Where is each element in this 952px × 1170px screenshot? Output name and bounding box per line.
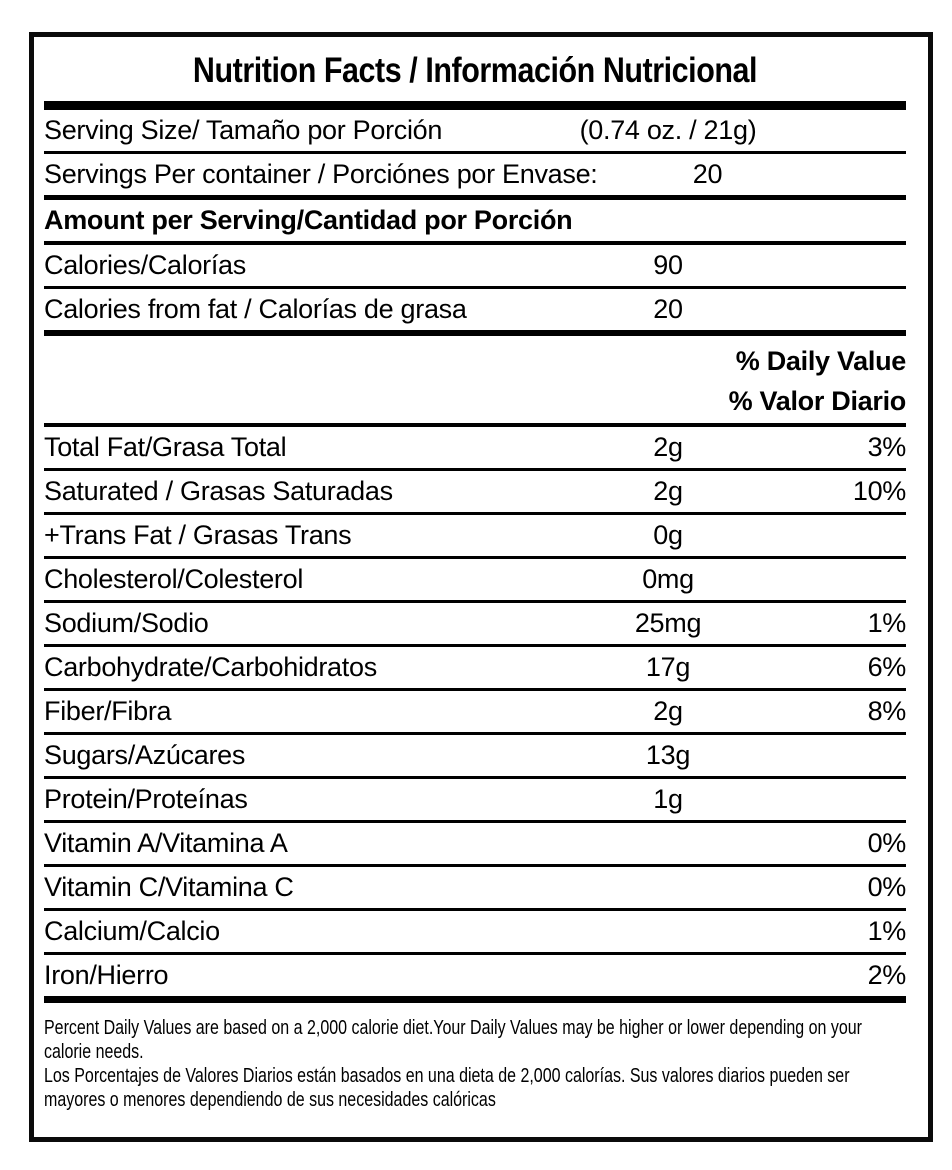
label-title: Nutrition Facts / Información Nutriciona… [192,51,758,90]
nutrient-row-cholesterol: Cholesterol/Colesterol 0mg [44,559,906,603]
nutrient-label: Saturated / Grasas Saturadas [44,476,393,506]
nutrient-row-protein: Protein/Proteínas 1g [44,779,906,823]
nutrient-daily-value: 0% [867,828,907,858]
row-amount-per-serving-header: Amount per Serving/Cantidad por Porción [44,200,906,245]
nutrient-row-carbohydrate: Carbohydrate/Carbohidratos 17g 6% [44,647,906,691]
nutrient-amount: 25mg [634,608,702,638]
nutrient-label: Total Fat/Grasa Total [44,432,287,462]
nutrient-row-calcium: Calcium/Calcio 1% [44,911,906,955]
calories-label: Calories/Calorías [44,250,246,280]
nutrient-row-total-fat: Total Fat/Grasa Total 2g 3% [44,427,906,471]
nutrient-daily-value: 0% [867,872,907,902]
nutrient-label: Vitamin C/Vitamina C [44,872,294,902]
servings-per-container-label: Servings Per container / Porciónes por E… [44,159,598,189]
nutrition-facts-label: Nutrition Facts / Información Nutriciona… [29,32,933,1142]
nutrient-label: Vitamin A/Vitamina A [44,828,288,858]
nutrient-row-sodium: Sodium/Sodio 25mg 1% [44,603,906,647]
nutrient-label: Cholesterol/Colesterol [44,564,304,594]
daily-value-header: % Daily Value % Valor Diario [44,336,906,427]
row-calories-from-fat: Calories from fat / Calorías de grasa 20 [44,289,906,336]
nutrient-daily-value: 2% [867,960,907,990]
nutrient-row-vitamin-a: Vitamin A/Vitamina A 0% [44,823,906,867]
nutrient-amount: 0mg [642,564,694,594]
nutrient-amount: 2g [653,476,683,506]
footnote: Percent Daily Values are based on a 2,00… [44,1003,897,1112]
nutrient-daily-value: 3% [867,432,907,462]
nutrient-amount: 2g [653,432,683,462]
nutrient-row-iron: Iron/Hierro 2% [44,955,906,1003]
title-separator-bar [44,101,906,110]
daily-value-header-es: % Valor Diario [728,386,907,416]
nutrient-amount: 17g [645,652,691,682]
nutrient-label: Protein/Proteínas [44,784,248,814]
servings-per-container-value: 20 [692,159,723,189]
nutrient-daily-value: 8% [867,696,907,726]
nutrient-daily-value: 1% [867,916,907,946]
footnote-spanish: Los Porcentajes de Valores Diarios están… [44,1065,850,1111]
serving-size-value: (0.74 oz. / 21g) [579,115,757,145]
nutrient-amount: 2g [653,696,683,726]
daily-value-header-en: % Daily Value [735,346,907,376]
nutrient-amount: 13g [645,740,691,770]
nutrient-daily-value: 10% [852,476,906,506]
nutrient-label: Sugars/Azúcares [44,740,246,770]
nutrient-row-vitamin-c: Vitamin C/Vitamina C 0% [44,867,906,911]
row-serving-size: Serving Size/ Tamaño por Porción (0.74 o… [44,110,906,154]
nutrient-amount: 1g [653,784,683,814]
amount-per-serving-header-label: Amount per Serving/Cantidad por Porción [44,205,573,235]
nutrient-label: Iron/Hierro [44,960,169,990]
calories-value: 90 [653,250,683,280]
nutrient-row-trans-fat: +Trans Fat / Grasas Trans 0g [44,515,906,559]
serving-size-label: Serving Size/ Tamaño por Porción [44,115,443,145]
calories-from-fat-value: 20 [653,294,683,324]
nutrient-row-fiber: Fiber/Fibra 2g 8% [44,691,906,735]
nutrient-label: Fiber/Fibra [44,696,172,726]
nutrient-amount: 0g [653,520,683,550]
nutrient-label: Calcium/Calcio [44,916,220,946]
nutrient-label: +Trans Fat / Grasas Trans [44,520,352,550]
nutrient-label: Sodium/Sodio [44,608,209,638]
nutrient-row-saturated-fat: Saturated / Grasas Saturadas 2g 10% [44,471,906,515]
calories-from-fat-label: Calories from fat / Calorías de grasa [44,294,467,324]
nutrient-label: Carbohydrate/Carbohidratos [44,652,377,682]
nutrient-daily-value: 1% [867,608,907,638]
row-servings-per-container: Servings Per container / Porciónes por E… [44,154,906,200]
nutrient-daily-value: 6% [867,652,907,682]
nutrient-row-sugars: Sugars/Azúcares 13g [44,735,906,779]
row-calories: Calories/Calorías 90 [44,245,906,289]
footnote-english: Percent Daily Values are based on a 2,00… [44,1017,862,1063]
